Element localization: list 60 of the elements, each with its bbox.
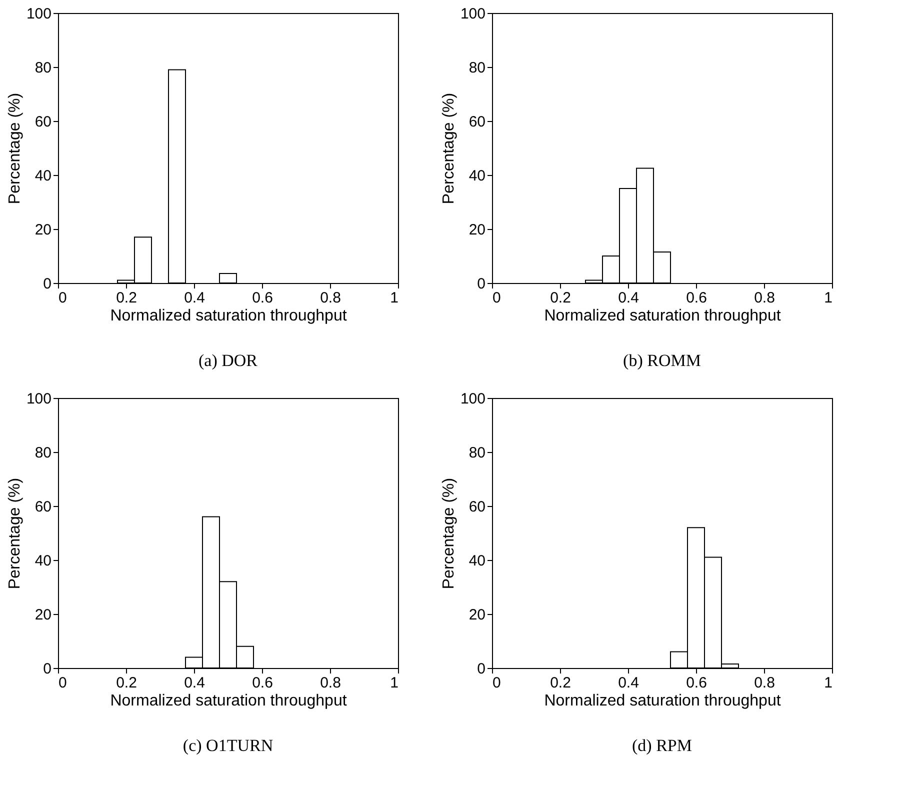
x-axis-title: Normalized saturation throughput xyxy=(544,692,782,710)
text: (c) O1TURN xyxy=(182,736,274,755)
x-tick-label: 0 xyxy=(58,674,67,692)
x-tick-label: 0.2 xyxy=(550,674,571,692)
y-tick-label: 0 xyxy=(43,276,52,292)
y-tick-label: 80 xyxy=(468,60,486,76)
x-tick-label: 0.8 xyxy=(754,674,775,692)
y-tick-label: 20 xyxy=(468,222,486,238)
y-tick-label: 40 xyxy=(34,552,52,570)
x-tick-label: 0.4 xyxy=(618,290,639,306)
y-tick-label: 60 xyxy=(34,498,52,516)
x-tick-label: 0.4 xyxy=(618,674,639,692)
x-tick-label: 0.8 xyxy=(320,290,341,306)
y-tick-label: 40 xyxy=(34,168,52,184)
y-tick-label: 80 xyxy=(34,60,52,76)
y-tick-label: 60 xyxy=(468,498,486,516)
y-tick-label: 60 xyxy=(468,114,486,130)
y-axis-title: Percentage (%) xyxy=(440,478,458,590)
y-tick-label: 0 xyxy=(477,660,486,678)
y-tick-label: 40 xyxy=(468,168,486,184)
y-tick-label: 20 xyxy=(468,606,486,624)
y-tick-label: 100 xyxy=(26,390,52,408)
x-axis-title: Normalized saturation throughput xyxy=(544,308,782,324)
x-tick-label: 1 xyxy=(824,674,832,692)
y-axis-title: Percentage (%) xyxy=(6,92,24,204)
x-axis-title: Normalized saturation throughput xyxy=(110,308,348,324)
text: (a) DOR xyxy=(198,351,258,370)
x-tick-label: 1 xyxy=(390,674,398,692)
x-tick-label: 1 xyxy=(390,290,398,306)
x-tick-label: 0.6 xyxy=(252,290,273,306)
y-tick-label: 80 xyxy=(468,444,486,462)
x-tick-label: 0.2 xyxy=(116,290,137,306)
x-tick-label: 0.6 xyxy=(252,674,273,692)
y-tick-label: 20 xyxy=(34,222,52,238)
x-tick-label: 0.6 xyxy=(686,674,707,692)
y-tick-label: 60 xyxy=(34,114,52,130)
x-tick-label: 1 xyxy=(824,290,832,306)
x-tick-label: 0 xyxy=(492,290,501,306)
y-axis-title: Percentage (%) xyxy=(6,478,24,590)
y-tick-label: 100 xyxy=(460,6,486,22)
x-tick-label: 0 xyxy=(58,290,67,306)
text: (d) RPM xyxy=(632,736,692,755)
x-tick-label: 0.8 xyxy=(320,674,341,692)
y-axis-title: Percentage (%) xyxy=(440,92,458,204)
y-tick-label: 80 xyxy=(34,444,52,462)
x-axis-title: Normalized saturation throughput xyxy=(110,692,348,710)
y-tick-label: 40 xyxy=(468,552,486,570)
text: (b) ROMM xyxy=(623,351,701,370)
x-tick-label: 0.2 xyxy=(116,674,137,692)
y-tick-label: 20 xyxy=(34,606,52,624)
y-tick-label: 0 xyxy=(43,660,52,678)
x-tick-label: 0.8 xyxy=(754,290,775,306)
x-tick-label: 0.4 xyxy=(184,674,205,692)
y-tick-label: 100 xyxy=(26,6,52,22)
x-tick-label: 0.6 xyxy=(686,290,707,306)
y-tick-label: 0 xyxy=(477,276,486,292)
x-tick-label: 0 xyxy=(492,674,501,692)
x-tick-label: 0.2 xyxy=(550,290,571,306)
y-tick-label: 100 xyxy=(460,390,486,408)
x-tick-label: 0.4 xyxy=(184,290,205,306)
